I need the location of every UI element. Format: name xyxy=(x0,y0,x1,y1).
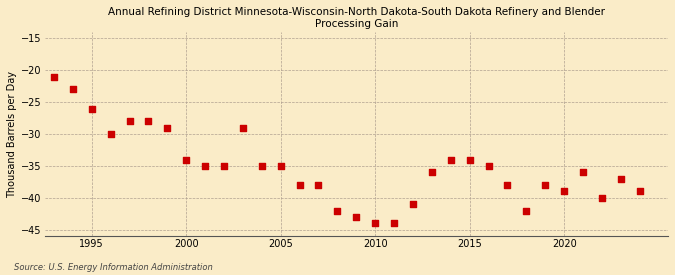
Point xyxy=(200,164,211,168)
Point xyxy=(256,164,267,168)
Point xyxy=(68,87,78,92)
Point xyxy=(238,125,248,130)
Point xyxy=(124,119,135,123)
Point xyxy=(181,157,192,162)
Point xyxy=(559,189,570,194)
Point xyxy=(313,183,324,187)
Point xyxy=(408,202,418,206)
Point xyxy=(351,215,362,219)
Point xyxy=(521,208,532,213)
Point xyxy=(446,157,456,162)
Y-axis label: Thousand Barrels per Day: Thousand Barrels per Day xyxy=(7,71,17,197)
Point xyxy=(332,208,343,213)
Point xyxy=(370,221,381,226)
Point xyxy=(634,189,645,194)
Point xyxy=(143,119,154,123)
Point xyxy=(427,170,437,175)
Point xyxy=(597,196,608,200)
Point xyxy=(49,75,59,79)
Point xyxy=(389,221,400,226)
Point xyxy=(464,157,475,162)
Point xyxy=(578,170,589,175)
Title: Annual Refining District Minnesota-Wisconsin-North Dakota-South Dakota Refinery : Annual Refining District Minnesota-Wisco… xyxy=(108,7,605,29)
Point xyxy=(86,106,97,111)
Point xyxy=(502,183,513,187)
Point xyxy=(105,132,116,136)
Point xyxy=(483,164,494,168)
Point xyxy=(540,183,551,187)
Point xyxy=(275,164,286,168)
Text: Source: U.S. Energy Information Administration: Source: U.S. Energy Information Administ… xyxy=(14,263,212,272)
Point xyxy=(616,177,626,181)
Point xyxy=(219,164,230,168)
Point xyxy=(294,183,305,187)
Point xyxy=(162,125,173,130)
